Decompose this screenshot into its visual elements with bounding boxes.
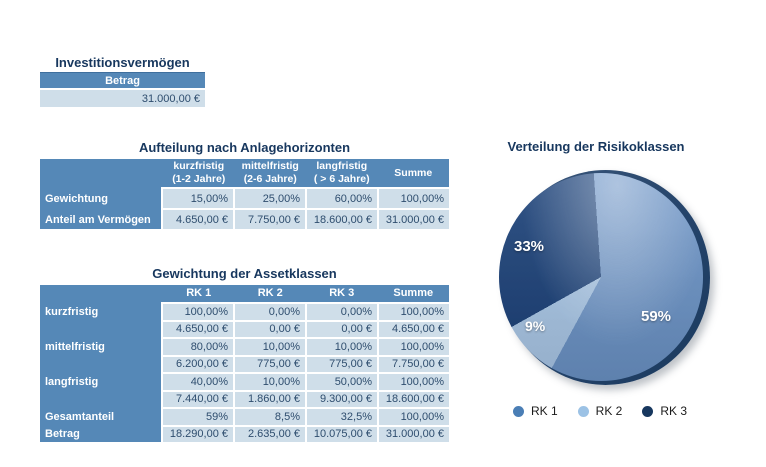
- horizons-row-label[interactable]: Gewichtung: [45, 192, 108, 205]
- table-cell[interactable]: 80,00%: [163, 339, 233, 355]
- table-cell[interactable]: 10,00%: [235, 374, 305, 390]
- chart-legend: RK 1 RK 2 RK 3: [480, 404, 720, 418]
- horizons-table-title: Aufteilung nach Anlagehorizonten: [138, 140, 351, 155]
- table-cell[interactable]: 60,00%: [307, 189, 377, 208]
- table-cell[interactable]: 18.600,00 €: [379, 391, 449, 407]
- legend-label: RK 2: [595, 404, 623, 418]
- assets-row-label[interactable]: Gesamtanteil: [45, 410, 115, 423]
- table-cell[interactable]: 59%: [163, 409, 233, 425]
- investment-header-cell[interactable]: Betrag: [40, 72, 205, 88]
- pie-slice-label-rk3: 33%: [514, 238, 545, 255]
- assets-col-header[interactable]: Summe: [393, 287, 434, 299]
- investment-table-title: Investitionsvermögen: [55, 55, 190, 70]
- table-cell[interactable]: 15,00%: [163, 189, 233, 208]
- table-cell[interactable]: 8,5%: [235, 409, 305, 425]
- table-cell[interactable]: 9.300,00 €: [307, 391, 377, 407]
- table-cell[interactable]: 0,00%: [307, 304, 377, 320]
- table-cell[interactable]: 775,00 €: [307, 356, 377, 372]
- legend-label: RK 1: [530, 404, 558, 418]
- chart-title: Verteilung der Risikoklassen: [507, 139, 685, 154]
- table-cell[interactable]: 100,00%: [379, 339, 449, 355]
- legend-item-rk3[interactable]: RK 3: [642, 404, 687, 418]
- table-cell[interactable]: 25,00%: [235, 189, 305, 208]
- table-cell[interactable]: 775,00 €: [235, 356, 305, 372]
- assets-label-column: [40, 285, 161, 442]
- table-cell[interactable]: 4.650,00 €: [163, 321, 233, 337]
- table-cell[interactable]: 2.635,00 €: [235, 426, 305, 442]
- assets-row-label[interactable]: kurzfristig: [45, 305, 99, 318]
- legend-item-rk1[interactable]: RK 1: [512, 404, 558, 418]
- table-cell[interactable]: 4.650,00 €: [379, 321, 449, 337]
- legend-dot-rk2-icon: [577, 405, 589, 417]
- pie-slice-label-rk1: 59%: [641, 308, 672, 325]
- legend-dot-rk1-icon: [512, 405, 524, 417]
- horizons-col-header[interactable]: Summe: [394, 166, 433, 179]
- pie-chart[interactable]: [499, 173, 703, 381]
- legend-item-rk2[interactable]: RK 2: [577, 404, 623, 418]
- table-cell[interactable]: 0,00 €: [307, 321, 377, 337]
- assets-table: RK 1 RK 2 RK 3 Summe kurzfristig mittelf…: [40, 285, 449, 442]
- table-cell[interactable]: 100,00%: [163, 304, 233, 320]
- pie-slice-label-rk2: 9%: [525, 318, 546, 334]
- legend-dot-rk3-icon: [642, 405, 654, 417]
- investment-table: Betrag 31.000,00 €: [40, 72, 205, 107]
- table-cell[interactable]: 100,00%: [379, 304, 449, 320]
- table-cell[interactable]: 10.075,00 €: [307, 426, 377, 442]
- assets-table-title: Gewichtung der Assetklassen: [152, 266, 337, 281]
- table-cell[interactable]: 31.000,00 €: [379, 210, 449, 229]
- table-cell[interactable]: 100,00%: [379, 409, 449, 425]
- table-cell[interactable]: 10,00%: [307, 339, 377, 355]
- table-cell[interactable]: 18.600,00 €: [307, 210, 377, 229]
- legend-label: RK 3: [660, 404, 688, 418]
- table-cell[interactable]: 0,00 €: [235, 321, 305, 337]
- table-cell[interactable]: 100,00%: [379, 374, 449, 390]
- investment-amount-cell[interactable]: 31.000,00 €: [40, 90, 205, 107]
- table-cell[interactable]: 31.000,00 €: [379, 426, 449, 442]
- assets-row-label[interactable]: mittelfristig: [45, 340, 105, 353]
- assets-row-label[interactable]: langfristig: [45, 375, 99, 388]
- table-cell[interactable]: 50,00%: [307, 374, 377, 390]
- table-cell[interactable]: 6.200,00 €: [163, 356, 233, 372]
- table-cell[interactable]: 7.440,00 €: [163, 391, 233, 407]
- table-cell[interactable]: 18.290,00 €: [163, 426, 233, 442]
- assets-col-header[interactable]: RK 3: [329, 287, 355, 299]
- table-cell[interactable]: 100,00%: [379, 189, 449, 208]
- table-cell[interactable]: 7.750,00 €: [235, 210, 305, 229]
- table-cell[interactable]: 0,00%: [235, 304, 305, 320]
- assets-row-label[interactable]: Betrag: [45, 428, 80, 441]
- horizons-row-label[interactable]: Anteil am Vermögen: [45, 213, 151, 226]
- table-cell[interactable]: 10,00%: [235, 339, 305, 355]
- table-cell[interactable]: 32,5%: [307, 409, 377, 425]
- horizons-table: kurzfristig (1-2 Jahre) mittelfristig (2…: [40, 159, 449, 229]
- horizons-col-header[interactable]: mittelfristig (2-6 Jahre): [241, 160, 299, 185]
- horizons-col-header[interactable]: kurzfristig (1-2 Jahre): [172, 160, 226, 185]
- horizons-label-column: [40, 159, 161, 229]
- table-cell[interactable]: 4.650,00 €: [163, 210, 233, 229]
- horizons-col-header[interactable]: langfristig ( > 6 Jahre): [313, 160, 370, 185]
- table-cell[interactable]: 40,00%: [163, 374, 233, 390]
- table-cell[interactable]: 1.860,00 €: [235, 391, 305, 407]
- table-cell[interactable]: 7.750,00 €: [379, 356, 449, 372]
- assets-col-header[interactable]: RK 2: [257, 287, 283, 299]
- assets-col-header[interactable]: RK 1: [186, 287, 212, 299]
